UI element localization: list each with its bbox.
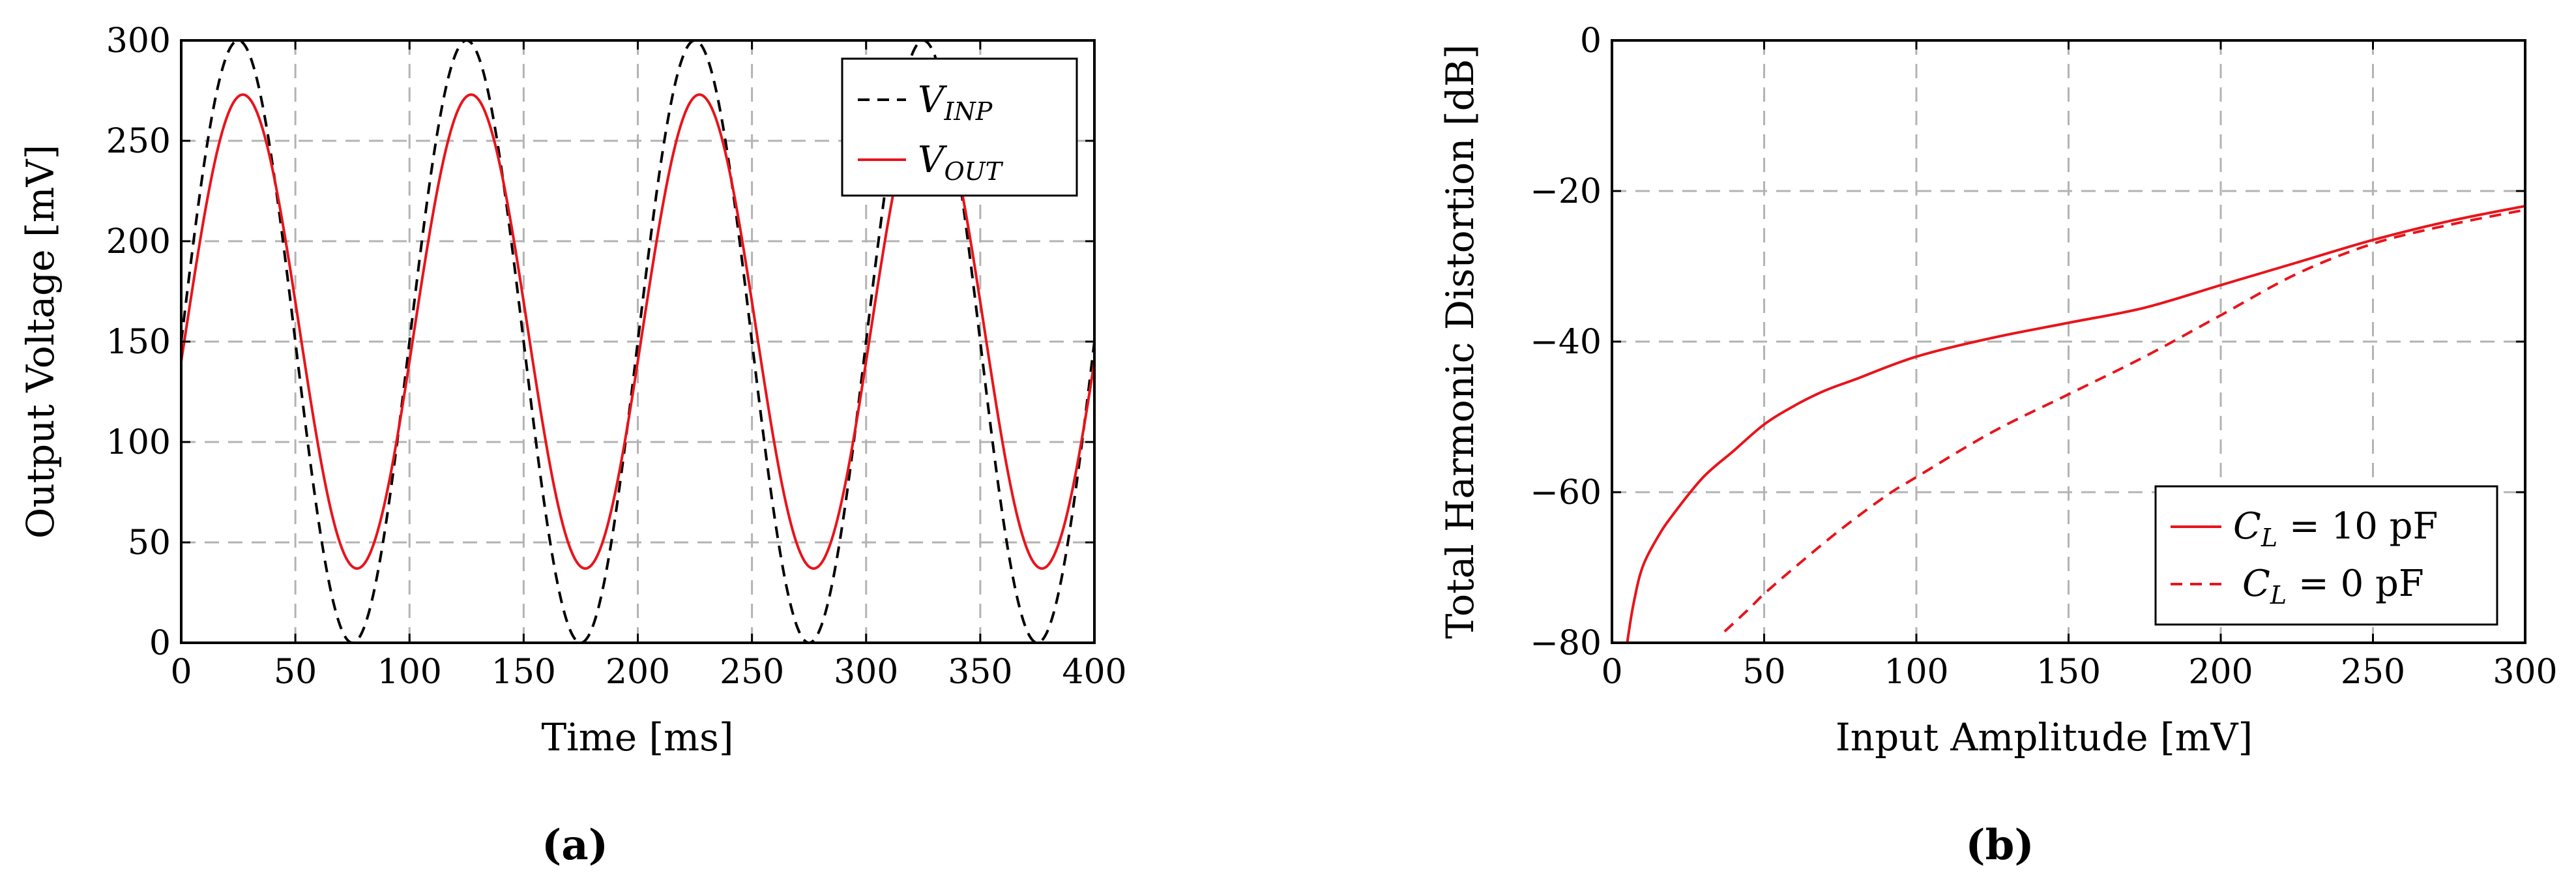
legend-label-cl-10pf: CL = 10 pF	[2233, 505, 2438, 552]
legend-label-cl-10pf-sub: L	[2261, 523, 2277, 552]
y-tick-label-a-3: 150	[106, 323, 171, 362]
legend-label-cl-10pf-main: C	[2233, 505, 2261, 548]
y-tick-label-a-0: 0	[149, 624, 171, 663]
ticks-panel-a: 0 50 100 150 200 250 300 350 400 0 50 100 150 200 250 3…	[106, 22, 1127, 692]
caption-panel-a: (a)	[542, 821, 608, 870]
x-tick-label-a-8: 400	[1062, 653, 1126, 692]
legend-label-cl-0pf-main: C	[2242, 563, 2270, 605]
legend-label-v-inp: VINP	[918, 79, 993, 126]
ticks-panel-b: 0 50 100 150 200 250 300 0 −20 −40 −60 −80	[1530, 22, 2557, 692]
legend-label-cl-0pf-sub: L	[2270, 581, 2287, 610]
x-tick-label-b-5: 250	[2341, 653, 2405, 692]
x-tick-label-a-0: 0	[170, 653, 192, 692]
caption-panel-b: (b)	[1965, 821, 2034, 870]
y-tick-label-b-2: −40	[1530, 323, 1602, 362]
y-tick-label-a-6: 300	[106, 22, 171, 61]
y-tick-label-b-0: 0	[1580, 22, 1602, 61]
legend-label-cl-0pf-rest: = 0 pF	[2287, 563, 2424, 605]
x-tick-label-b-3: 150	[2036, 653, 2101, 692]
legend-label-cl-0pf: CL = 0 pF	[2242, 563, 2424, 610]
series-line-c-l-10-pf	[1626, 205, 2526, 643]
x-tick-label-a-5: 250	[720, 653, 784, 692]
x-tick-label-b-2: 100	[1884, 653, 1948, 692]
y-tick-label-b-3: −60	[1530, 473, 1602, 512]
x-tick-label-a-7: 350	[948, 653, 1012, 692]
y-tick-label-b-4: −80	[1530, 624, 1602, 663]
x-axis-label-panel-b: Input Amplitude [mV]	[1836, 715, 2253, 759]
x-tick-label-a-4: 200	[606, 653, 670, 692]
chart-panel-b: 0 50 100 150 200 250 300 0 −20 −40 −60 −80 Input Am…	[1438, 22, 2558, 870]
series-group-panel-b	[1626, 205, 2526, 643]
chart-panel-a: 0 50 100 150 200 250 300 350 400 0 50 100 150 200 250 3…	[18, 22, 1127, 870]
series-line-c-l-0-pf	[1723, 208, 2526, 633]
legend-panel-a: VINP VOUT	[841, 57, 1078, 197]
y-tick-label-a-1: 50	[128, 523, 171, 563]
y-tick-label-b-1: −20	[1530, 172, 1602, 211]
legend-label-cl-10pf-rest: = 10 pF	[2277, 505, 2438, 548]
legend-label-v-out-main: V	[918, 139, 948, 181]
x-tick-label-a-1: 50	[274, 653, 317, 692]
x-tick-label-b-0: 0	[1601, 653, 1622, 692]
x-axis-label-panel-a: Time [ms]	[541, 715, 733, 759]
x-tick-label-b-1: 50	[1742, 653, 1785, 692]
y-tick-label-a-5: 250	[106, 122, 171, 161]
y-tick-label-a-4: 200	[106, 222, 171, 261]
y-axis-label-panel-b: Total Harmonic Distortion [dB]	[1438, 44, 1482, 639]
legend-box-panel-a	[841, 57, 1078, 197]
legend-box-panel-b	[2154, 485, 2498, 626]
legend-label-v-inp-sub: INP	[943, 97, 993, 126]
x-tick-label-b-4: 200	[2188, 653, 2253, 692]
legend-label-v-out-sub: OUT	[944, 157, 1003, 186]
y-tick-label-a-2: 100	[106, 423, 171, 462]
legend-label-v-inp-main: V	[918, 79, 948, 121]
legend-label-v-out: VOUT	[918, 139, 1004, 186]
x-tick-label-a-3: 150	[491, 653, 556, 692]
x-tick-label-a-2: 100	[377, 653, 442, 692]
y-axis-label-panel-a: Output Voltage [mV]	[18, 145, 63, 538]
legend-panel-b: CL = 10 pF CL = 0 pF	[2154, 485, 2498, 626]
x-tick-label-a-6: 300	[834, 653, 898, 692]
x-tick-label-b-6: 300	[2493, 653, 2557, 692]
